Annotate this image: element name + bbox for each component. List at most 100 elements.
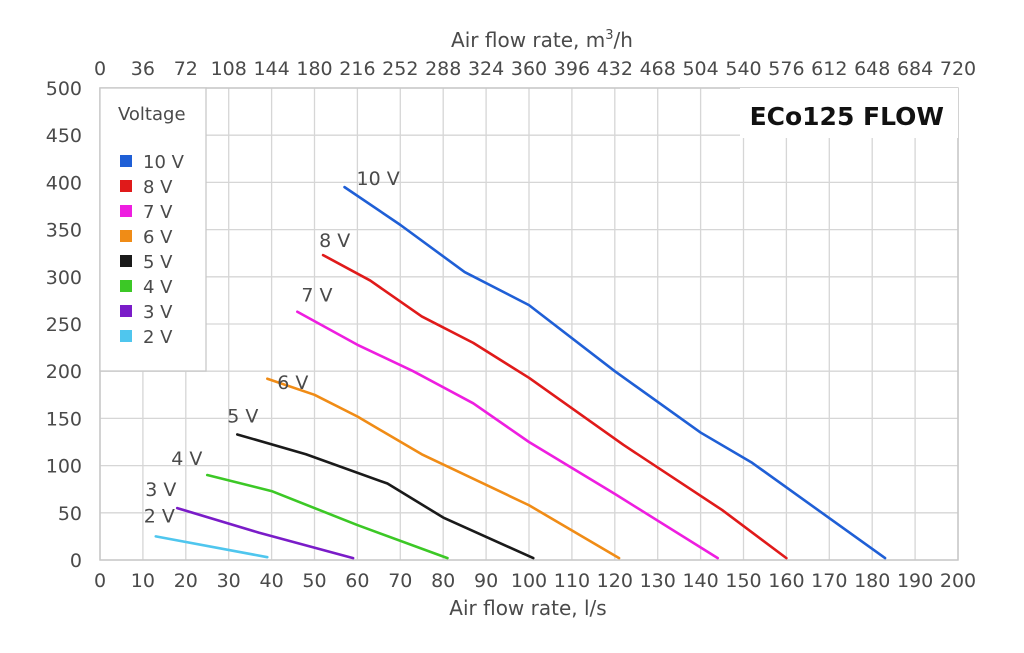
x2-tick-label: 144: [253, 58, 289, 80]
series-lines: [154, 185, 887, 560]
legend-label: 10 V: [143, 152, 185, 173]
x-tick-label: 40: [260, 570, 284, 592]
x2-tick-label: 216: [339, 58, 375, 80]
x2-tick-label: 504: [682, 58, 718, 80]
legend-swatch: [120, 155, 132, 167]
x2-tick-label: 432: [597, 58, 633, 80]
x-tick-label: 190: [897, 570, 933, 592]
y-tick-label: 400: [46, 172, 82, 194]
legend-swatch: [120, 180, 132, 192]
x2-tick-label: 180: [296, 58, 332, 80]
legend-swatch: [120, 280, 132, 292]
legend-box: [99, 87, 207, 372]
x2-tick-label: 36: [131, 58, 155, 80]
legend-label: 3 V: [143, 302, 173, 323]
x2-tick-label: 72: [174, 58, 198, 80]
x-axis-title: Air flow rate, l/s: [449, 596, 606, 620]
series-label: 3 V: [145, 479, 176, 501]
series-label: 7 V: [301, 285, 332, 307]
x-tick-label: 170: [811, 570, 847, 592]
y-tick-label: 200: [46, 361, 82, 383]
y-tick-label: 0: [70, 550, 82, 572]
y-tick-label: 500: [46, 78, 82, 100]
legend-title: Voltage: [118, 104, 186, 125]
tick-labels: 0 10 20 30 40 50 60 70 80 90 100 110 120 130 140 150 160…: [46, 58, 976, 592]
x-tick-label: 10: [131, 570, 155, 592]
x2-tick-label: 360: [511, 58, 547, 80]
x2-tick-label: 720: [940, 58, 976, 80]
series-line: [321, 253, 788, 560]
x2-axis-title-suffix: /h: [614, 28, 633, 52]
chart-title: ECo125 FLOW: [750, 102, 944, 131]
series-line: [154, 535, 269, 559]
legend: Voltage 10 V 8 V 7 V 6 V 5 V 4 V 3 V 2 V: [99, 87, 958, 372]
x2-tick-label: 612: [811, 58, 847, 80]
x2-tick-label: 0: [94, 58, 106, 80]
x-tick-label: 0: [94, 570, 106, 592]
x-tick-label: 100: [511, 570, 547, 592]
legend-label: 2 V: [143, 327, 173, 348]
legend-swatch: [120, 230, 132, 242]
series-label: 4 V: [171, 448, 202, 470]
legend-label: 5 V: [143, 252, 173, 273]
x-tick-label: 60: [345, 570, 369, 592]
x2-axis-title-prefix: Air flow rate, m: [451, 28, 605, 52]
series-label: 10 V: [357, 168, 400, 190]
series-line: [343, 185, 887, 560]
x2-tick-label: 540: [725, 58, 761, 80]
x2-tick-label: 108: [211, 58, 247, 80]
x2-tick-label: 576: [768, 58, 804, 80]
x-tick-label: 50: [302, 570, 326, 592]
y-tick-label: 100: [46, 456, 82, 478]
legend-swatch: [120, 305, 132, 317]
series-line: [296, 310, 720, 560]
y-tick-label: 300: [46, 267, 82, 289]
x-tick-label: 160: [768, 570, 804, 592]
x-tick-label: 90: [474, 570, 498, 592]
y-tick-label: 350: [46, 220, 82, 242]
x-tick-label: 120: [597, 570, 633, 592]
legend-label: 4 V: [143, 277, 173, 298]
grid: [99, 87, 959, 561]
legend-swatch: [120, 255, 132, 267]
x2-tick-label: 252: [382, 58, 418, 80]
x2-tick-label: 648: [854, 58, 890, 80]
series-label: 2 V: [144, 505, 175, 527]
x2-tick-label: 288: [425, 58, 461, 80]
series-labels: 10 V 8 V 7 V 6 V 5 V 4 V 3 V 2 V: [144, 168, 400, 527]
x2-axis-title-sup: 3: [605, 28, 613, 43]
x-tick-label: 200: [940, 570, 976, 592]
y-tick-label: 50: [58, 503, 82, 525]
y-tick-label: 150: [46, 408, 82, 430]
x-tick-label: 110: [554, 570, 590, 592]
series-label: 5 V: [227, 405, 258, 427]
y-tick-label: 450: [46, 125, 82, 147]
x2-tick-label: 396: [554, 58, 590, 80]
x-tick-label: 80: [431, 570, 455, 592]
x-tick-label: 70: [388, 570, 412, 592]
series-line: [205, 473, 449, 560]
series-label: 8 V: [319, 230, 350, 252]
legend-label: 7 V: [143, 202, 173, 223]
x-tick-label: 140: [682, 570, 718, 592]
series-line: [175, 506, 355, 560]
y-tick-label: 250: [46, 314, 82, 336]
legend-swatch: [120, 205, 132, 217]
legend-label: 8 V: [143, 177, 173, 198]
x2-tick-label: 324: [468, 58, 504, 80]
x-tick-label: 180: [854, 570, 890, 592]
x2-tick-label: 468: [640, 58, 676, 80]
series-label: 6 V: [277, 372, 308, 394]
series-line: [235, 433, 535, 560]
x-tick-label: 30: [217, 570, 241, 592]
x2-axis-title: Air flow rate, m3/h: [451, 28, 633, 52]
title-box: [740, 88, 958, 138]
x-tick-label: 130: [640, 570, 676, 592]
legend-label: 6 V: [143, 227, 173, 248]
x-tick-label: 20: [174, 570, 198, 592]
legend-swatch: [120, 330, 132, 342]
x-tick-label: 150: [725, 570, 761, 592]
series-line: [266, 377, 621, 560]
x2-tick-label: 684: [897, 58, 933, 80]
